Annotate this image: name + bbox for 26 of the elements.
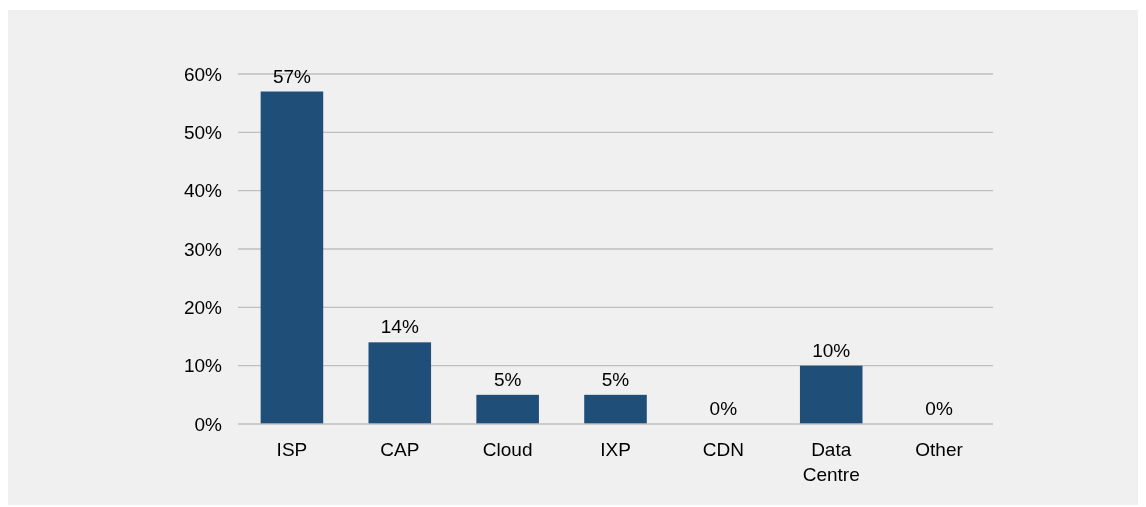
x-tick-label: IXP [600,439,631,460]
x-tick-label: CDN [702,439,744,460]
y-tick-label: 30% [183,238,223,260]
bar [368,342,432,424]
data-label: 0% [709,398,738,419]
x-tick-label: ISP [276,439,308,460]
data-label: 10% [812,339,851,361]
x-tick-label: Cloud [482,439,533,460]
data-label: 5% [601,368,630,390]
data-label: 14% [380,316,419,338]
y-tick-label: 0% [194,413,223,435]
y-tick-label: 20% [183,296,223,318]
y-tick-label: 10% [183,355,223,377]
x-tick-label: CAP [380,439,420,460]
data-label: 5% [493,368,522,390]
y-tick-label: 60% [183,63,223,85]
data-label: 57% [272,65,312,87]
bar [799,365,863,424]
y-tick-label: 50% [183,121,223,143]
bar [260,91,324,424]
data-label: 0% [925,398,953,419]
x-tick-label: Data Centre [802,439,860,485]
bar [584,394,647,424]
x-tick-label: Other [915,439,964,460]
bar [476,394,539,424]
y-tick-label: 40% [183,180,223,202]
